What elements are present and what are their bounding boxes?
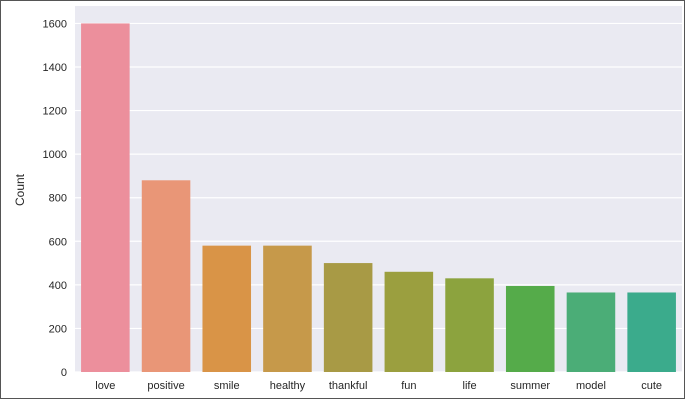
bar-positive — [141, 180, 191, 372]
x-tick-label: cute — [641, 380, 662, 392]
x-tick-label: thankful — [329, 380, 368, 392]
x-tick-label: model — [576, 380, 606, 392]
bar-model — [566, 292, 616, 372]
bar-life — [445, 278, 494, 372]
y-tick-label: 1600 — [43, 18, 67, 30]
y-tick-label: 800 — [49, 193, 67, 205]
y-tick-label: 600 — [49, 236, 67, 248]
y-tick-label: 1200 — [43, 106, 67, 118]
bar-healthy — [263, 245, 312, 372]
y-axis-label: Count — [13, 173, 27, 206]
y-tick-labels: 0 200 400 600 800 1000 1200 1400 1600 — [43, 18, 67, 379]
bars — [81, 23, 676, 373]
y-tick-label: 0 — [61, 367, 67, 379]
x-tick-label: love — [95, 380, 115, 392]
y-tick-label: 1000 — [43, 149, 67, 161]
y-tick-label: 400 — [49, 280, 67, 292]
y-tick-label: 200 — [49, 323, 67, 335]
bar-love — [81, 23, 130, 373]
bar-smile — [202, 245, 252, 372]
x-tick-label: life — [463, 380, 477, 392]
bar-fun — [384, 271, 434, 372]
x-tick-labels: love positive smile healthy thankful fun life s… — [95, 380, 662, 392]
x-tick-label: positive — [147, 380, 184, 392]
x-tick-label: summer — [510, 380, 550, 392]
bar-cute — [627, 292, 676, 372]
x-tick-label: smile — [214, 380, 240, 392]
x-tick-label: fun — [401, 380, 416, 392]
bar-thankful — [323, 263, 373, 372]
y-tick-label: 1400 — [43, 62, 67, 74]
bar-summer — [505, 285, 555, 372]
x-tick-label: healthy — [270, 380, 306, 392]
